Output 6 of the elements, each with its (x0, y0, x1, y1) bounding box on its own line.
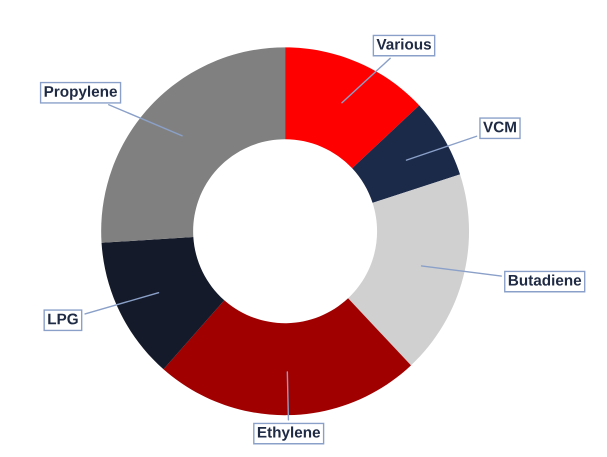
slice-label: VCM (483, 122, 516, 132)
slice-label: LPG (48, 314, 78, 324)
slice-label: Butadiene (508, 274, 582, 286)
slice-label: Ethylene (258, 426, 320, 441)
slice-label: Propylene (44, 86, 117, 100)
slice-label: Various (376, 38, 431, 50)
